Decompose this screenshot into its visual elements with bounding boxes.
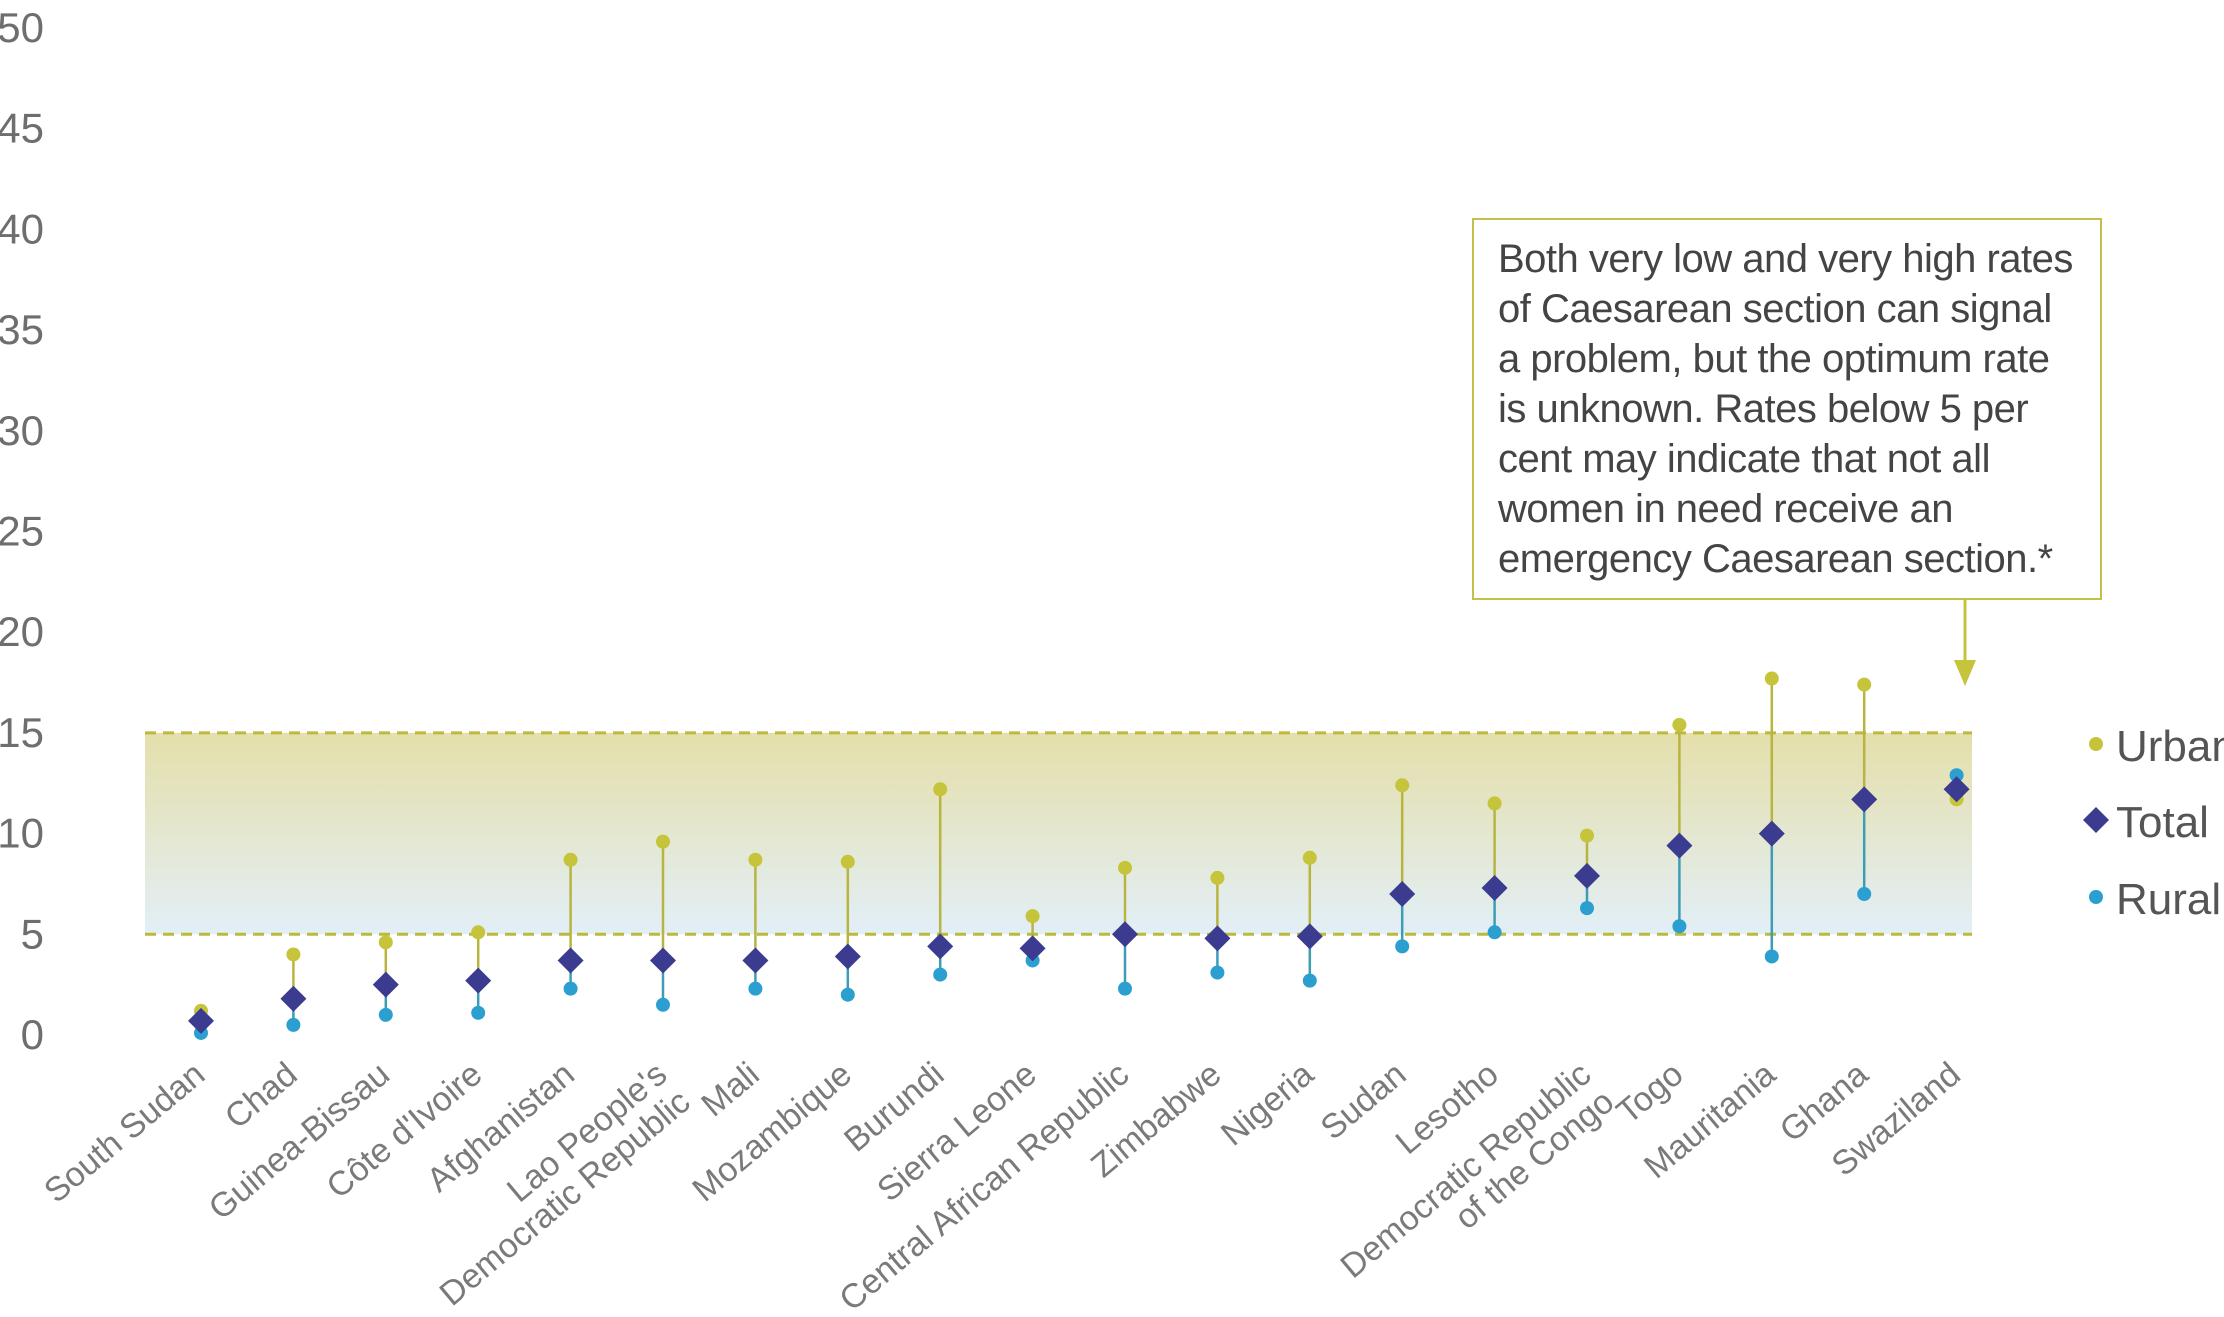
rural-point <box>378 1007 393 1022</box>
legend-total-marker <box>2083 807 2109 833</box>
rural-point <box>286 1017 301 1032</box>
urban-point <box>1210 870 1225 885</box>
total-point <box>1574 862 1600 889</box>
total-point <box>1296 923 1323 950</box>
legend-urban-label: Urban <box>2116 722 2224 771</box>
urban-point <box>1580 828 1594 843</box>
data-marks <box>188 671 1970 1040</box>
urban-point <box>840 854 855 869</box>
y-tick-label: 20 <box>0 608 44 655</box>
total-point <box>1666 832 1693 859</box>
total-point <box>1943 776 1970 803</box>
total-point <box>188 1007 214 1034</box>
legend: Urban Total Rural <box>2083 722 2224 924</box>
annotation-text: Both very low and very high rates of Cae… <box>1498 237 2073 581</box>
urban-point <box>748 852 763 867</box>
rural-point <box>1210 965 1225 980</box>
rural-point <box>933 967 948 982</box>
y-tick-label: 5 <box>21 910 44 957</box>
x-tick-label: Togo <box>1610 1055 1691 1132</box>
rural-point <box>656 997 670 1012</box>
y-tick-label: 0 <box>21 1011 44 1058</box>
rural-point <box>1949 768 1964 783</box>
total-point <box>1758 820 1785 847</box>
total-point <box>372 971 399 998</box>
y-axis: 0 5 10 15 20 25 30 35 40 45 50 <box>0 4 44 1058</box>
rural-point <box>1487 925 1502 940</box>
rural-point <box>1580 901 1594 916</box>
rural-point <box>1118 981 1132 996</box>
total-point <box>1851 786 1878 813</box>
rural-point <box>1857 887 1872 902</box>
total-point <box>834 943 861 970</box>
urban-point <box>378 935 393 950</box>
y-tick-label: 25 <box>0 508 44 555</box>
urban-point <box>656 834 670 849</box>
rural-point <box>1764 949 1779 964</box>
y-tick-label: 40 <box>0 205 44 252</box>
y-tick-label: 35 <box>0 306 44 353</box>
x-tick-label: South Sudan <box>37 1055 212 1210</box>
urban-point <box>563 852 578 867</box>
urban-point <box>1118 860 1132 875</box>
y-tick-label: 15 <box>0 709 44 756</box>
urban-point <box>1025 909 1040 924</box>
urban-point <box>933 782 948 797</box>
x-tick-label: Mali <box>694 1055 766 1124</box>
total-point <box>1389 881 1416 908</box>
annotation-box: Both very low and very high rates of Cae… <box>1472 218 2102 600</box>
rural-point <box>1302 973 1317 988</box>
total-point <box>1204 925 1231 952</box>
total-point <box>742 947 769 974</box>
legend-rural-marker <box>2089 890 2103 904</box>
rural-point <box>748 981 763 996</box>
y-tick-label: 30 <box>0 407 44 454</box>
rural-point <box>1672 919 1687 934</box>
legend-rural-label: Rural <box>2116 875 2221 924</box>
x-tick-label: Mozambique <box>685 1055 859 1209</box>
y-tick-label: 10 <box>0 810 44 857</box>
rural-point <box>840 987 855 1002</box>
total-point <box>650 947 676 974</box>
legend-total-label: Total <box>2116 798 2209 847</box>
total-point <box>557 947 584 974</box>
legend-urban-marker <box>2089 737 2103 751</box>
rural-point <box>471 1005 486 1020</box>
annotation-arrow <box>1954 600 1976 686</box>
urban-point <box>286 947 301 962</box>
rural-point <box>1395 939 1410 954</box>
total-point <box>1112 921 1138 948</box>
total-point <box>927 933 954 960</box>
urban-point <box>1857 677 1872 692</box>
total-point <box>1019 935 1046 962</box>
total-point <box>465 967 492 994</box>
urban-point <box>1395 778 1410 793</box>
y-tick-label: 50 <box>0 4 44 51</box>
total-point <box>280 985 307 1012</box>
urban-point <box>1764 671 1779 686</box>
total-point <box>1481 874 1508 901</box>
x-tick-label: Nigeria <box>1214 1055 1321 1153</box>
y-tick-label: 45 <box>0 105 44 152</box>
rural-point <box>563 981 578 996</box>
urban-point <box>1672 717 1687 732</box>
reference-band-5-15 <box>145 732 1972 935</box>
urban-point <box>1302 850 1317 865</box>
urban-point <box>471 925 486 940</box>
urban-point <box>1487 796 1502 811</box>
